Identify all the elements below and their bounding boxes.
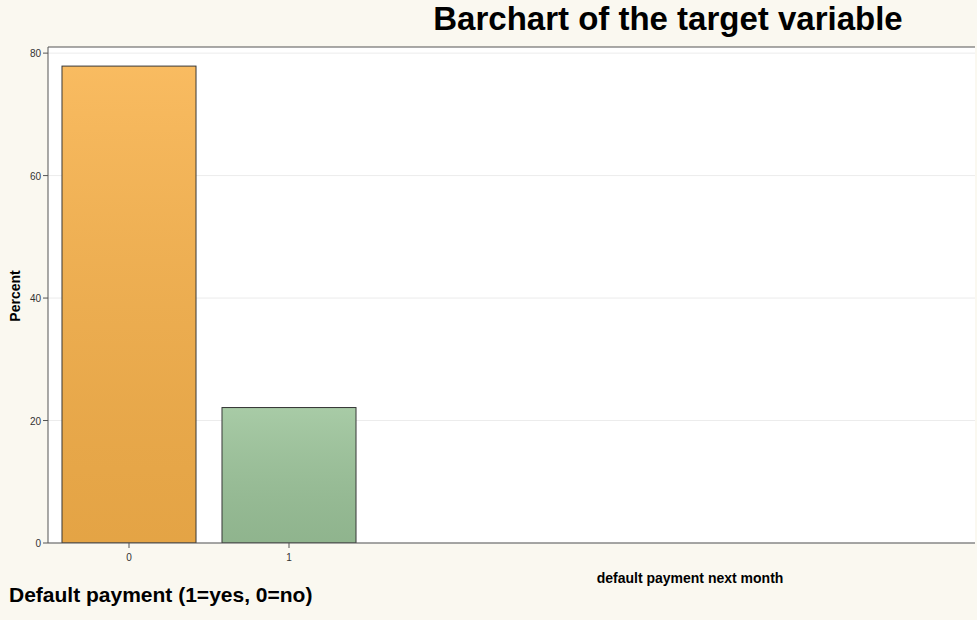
footnote: Default payment (1=yes, 0=no) <box>9 583 312 606</box>
tick-label: 20 <box>30 416 42 427</box>
bar-shade <box>63 67 196 543</box>
background <box>0 0 977 620</box>
tick-mark <box>43 298 48 299</box>
bar <box>222 408 356 543</box>
chart-svg: 0 20 40 60 80 0 1 Barchart of the target variab… <box>0 0 977 620</box>
tick-label: 60 <box>30 171 42 182</box>
tick-mark <box>289 543 290 548</box>
bar <box>62 66 196 543</box>
tick-mark <box>43 543 48 544</box>
grid-line <box>48 53 975 54</box>
tick-label: 40 <box>30 293 42 304</box>
y-label: Percent <box>7 270 23 322</box>
tick-label: 0 <box>35 538 41 549</box>
title: Barchart of the target variable <box>433 0 902 37</box>
bars <box>62 66 356 543</box>
tick-label: 0 <box>126 552 132 563</box>
tick-mark <box>43 53 48 54</box>
tick-label: 1 <box>286 552 292 563</box>
y-axis <box>48 47 49 543</box>
x-axis <box>48 543 975 544</box>
tick-mark <box>43 420 48 421</box>
frame-top <box>48 47 975 48</box>
tick-mark <box>129 543 130 548</box>
tick-label: 80 <box>30 48 42 59</box>
bar-shade <box>223 408 356 542</box>
tick-mark <box>43 175 48 176</box>
plot-area <box>48 47 975 543</box>
grid-line <box>48 543 975 544</box>
x-label: default payment next month <box>597 570 784 586</box>
